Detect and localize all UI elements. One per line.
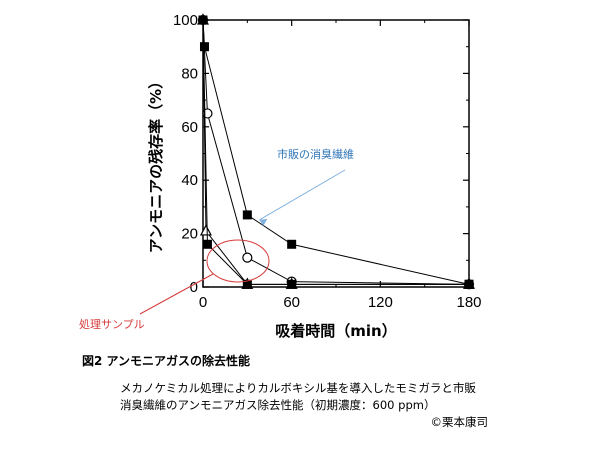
data-point <box>198 15 208 25</box>
y-tick-label: 60 <box>181 119 198 136</box>
y-tick-label: 0 <box>190 279 198 296</box>
y-tick-label: 40 <box>181 172 198 189</box>
annotation-arrow-head <box>259 218 268 226</box>
figure-caption-line-2: 消臭繊維のアンモニアガス除去性能（初期濃度：600 ppm） <box>120 398 436 412</box>
data-point <box>242 279 252 289</box>
series-3 <box>198 15 474 289</box>
data-point <box>287 239 297 249</box>
x-tick-label: 180 <box>456 294 481 311</box>
data-point <box>199 224 212 236</box>
y-tick-label: 20 <box>181 226 198 243</box>
y-tick-label: 100 <box>173 12 198 29</box>
x-tick-label: 120 <box>368 294 393 311</box>
y-axis-title: アンモニアの残存率（%） <box>147 74 165 253</box>
annotation-commercial-fiber: 市販の消臭繊維 <box>277 147 354 161</box>
data-point <box>464 279 474 289</box>
figure-caption-title: 図2 アンモニアガスの除去性能 <box>82 354 251 368</box>
x-axis-title: 吸着時間（min） <box>275 322 396 340</box>
annotation-highlight-ellipse <box>206 239 270 283</box>
figure-caption-line-1: メカノケミカル処理によりカルボキシル基を導入したモミガラと市販 <box>120 381 476 395</box>
y-tick-label: 80 <box>181 65 198 82</box>
annotation-pointer-line <box>139 273 214 315</box>
data-series <box>197 13 475 290</box>
annotation-treated-sample: 処理サンプル <box>79 318 145 331</box>
data-point <box>202 239 212 249</box>
copyright-text: ©栗本康司 <box>430 415 489 429</box>
data-point <box>242 210 252 220</box>
x-tick-label: 60 <box>283 294 300 311</box>
data-point <box>242 252 253 263</box>
axes: 0 60 120 180 0 20 40 60 80 100 吸着時間（min） アンモニアの残存率（… <box>147 12 482 340</box>
x-tick-label: 0 <box>199 294 207 311</box>
annotation-arrow-line <box>259 169 346 221</box>
data-point <box>287 279 297 289</box>
